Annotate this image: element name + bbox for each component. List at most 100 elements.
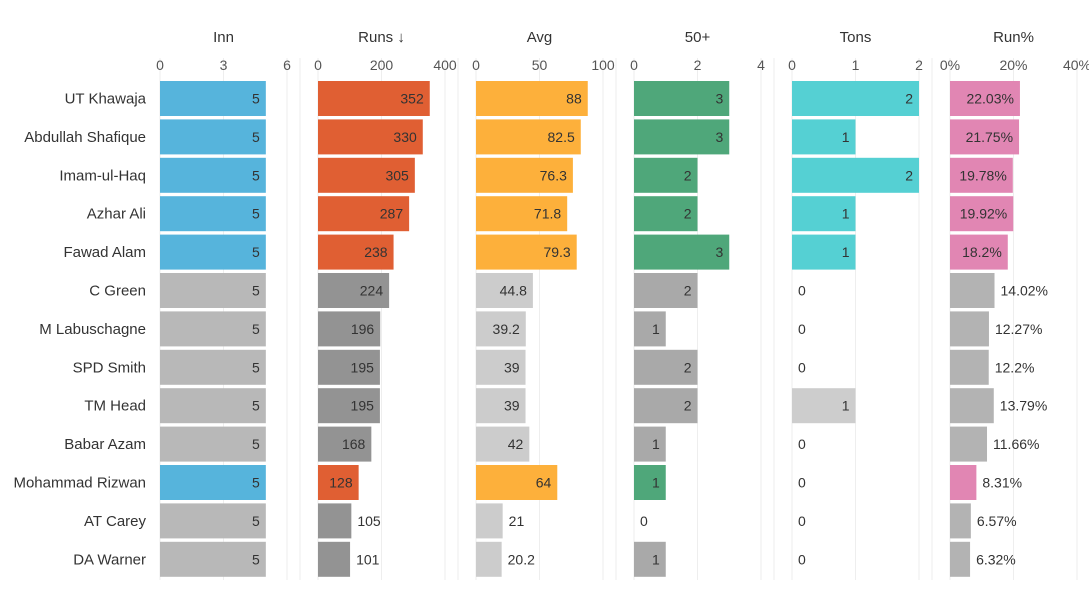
- bar: [318, 541, 351, 577]
- tick-label: 4: [757, 57, 765, 73]
- bar-value-label: 305: [385, 167, 409, 183]
- tick-label: 400: [433, 57, 457, 73]
- bar: [318, 157, 415, 193]
- player-name-label: M Labuschagne: [39, 321, 146, 338]
- bar: [950, 541, 971, 577]
- bar-value-label: 2: [905, 91, 913, 107]
- bar: [634, 388, 698, 424]
- player-name-label: Mohammad Rizwan: [13, 475, 146, 492]
- bar-value-label: 1: [652, 475, 660, 491]
- bar-value-label: 1: [842, 129, 850, 145]
- bar: [160, 234, 266, 270]
- bar-value-label: 13.79%: [1000, 398, 1047, 414]
- player-name-label: Fawad Alam: [63, 244, 146, 261]
- bar: [160, 388, 266, 424]
- bar-value-label: 3: [715, 244, 723, 260]
- bar: [950, 81, 1020, 116]
- bar-value-label: 88: [566, 91, 582, 107]
- bar-value-label: 128: [329, 475, 353, 491]
- bar-value-label: 0: [798, 475, 806, 491]
- bar-value-label: 0: [798, 551, 806, 567]
- bar-value-label: 39.2: [493, 321, 520, 337]
- bar-value-label: 2: [905, 167, 913, 183]
- player-name-label: TM Head: [84, 398, 146, 415]
- bar: [476, 426, 530, 462]
- bar-value-label: 5: [252, 436, 260, 452]
- bar-value-label: 2: [684, 398, 692, 414]
- tick-label: 0: [788, 57, 796, 73]
- bar: [792, 388, 856, 424]
- player-name-label: Abdullah Shafique: [24, 129, 146, 146]
- column-title: 50+: [685, 29, 711, 46]
- bar-value-label: 5: [252, 129, 260, 145]
- bar-value-label: 12.27%: [995, 321, 1042, 337]
- bar-value-label: 0: [798, 513, 806, 529]
- bar-value-label: 5: [252, 244, 260, 260]
- bar: [634, 349, 698, 385]
- bar: [634, 541, 666, 577]
- player-name-label: C Green: [89, 283, 146, 300]
- bar-value-label: 330: [393, 129, 417, 145]
- bar-value-label: 1: [652, 321, 660, 337]
- tick-label: 1: [852, 57, 860, 73]
- tick-label: 0: [156, 57, 164, 73]
- column-title: Runs ↓: [358, 29, 405, 46]
- player-name-label: Azhar Ali: [87, 206, 146, 223]
- bar-value-label: 238: [364, 244, 388, 260]
- bar: [160, 157, 266, 193]
- bar: [634, 157, 698, 193]
- bar: [476, 196, 568, 232]
- bar-value-label: 39: [504, 398, 520, 414]
- bar: [634, 273, 698, 308]
- bar: [476, 273, 533, 308]
- bar-value-label: 1: [842, 398, 850, 414]
- bar: [950, 234, 1008, 270]
- bar: [160, 196, 266, 232]
- bar-value-label: 5: [252, 283, 260, 299]
- bar: [950, 157, 1013, 193]
- bar: [634, 196, 698, 232]
- bar: [318, 81, 430, 116]
- bar-value-label: 2: [684, 359, 692, 375]
- bar-value-label: 79.3: [543, 244, 570, 260]
- bar: [476, 465, 558, 500]
- bar-value-label: 2: [684, 206, 692, 222]
- bar-value-label: 168: [342, 436, 366, 452]
- bar-value-label: 5: [252, 513, 260, 529]
- bar: [634, 81, 730, 116]
- bar: [476, 81, 588, 116]
- tick-label: 200: [370, 57, 394, 73]
- bar-value-label: 105: [357, 513, 381, 529]
- bar-value-label: 5: [252, 475, 260, 491]
- bar-value-label: 5: [252, 206, 260, 222]
- bar: [160, 465, 266, 500]
- column-title: Tons: [840, 29, 872, 46]
- bar-value-label: 44.8: [500, 283, 527, 299]
- column-title: Avg: [527, 29, 553, 46]
- tick-label: 0: [630, 57, 638, 73]
- bar: [476, 503, 503, 539]
- bar-value-label: 5: [252, 321, 260, 337]
- bar-value-label: 195: [351, 359, 375, 375]
- bar-value-label: 5: [252, 91, 260, 107]
- bar: [318, 311, 381, 347]
- bar: [950, 119, 1020, 155]
- player-name-label: Imam-ul-Haq: [59, 167, 146, 184]
- bar: [634, 465, 666, 500]
- bar: [318, 273, 390, 308]
- bar: [160, 311, 266, 347]
- bar-value-label: 8.31%: [982, 475, 1022, 491]
- bar-value-label: 0: [798, 283, 806, 299]
- bar: [318, 388, 380, 424]
- bar-value-label: 76.3: [540, 167, 567, 183]
- tick-label: 40%: [1063, 57, 1089, 73]
- bar: [950, 196, 1014, 232]
- tick-label: 2: [915, 57, 923, 73]
- bar: [318, 465, 359, 500]
- bar-value-label: 19.92%: [960, 206, 1007, 222]
- bar-value-label: 5: [252, 359, 260, 375]
- bar-value-label: 0: [798, 321, 806, 337]
- player-name-label: SPD Smith: [73, 359, 146, 376]
- bar: [634, 426, 666, 462]
